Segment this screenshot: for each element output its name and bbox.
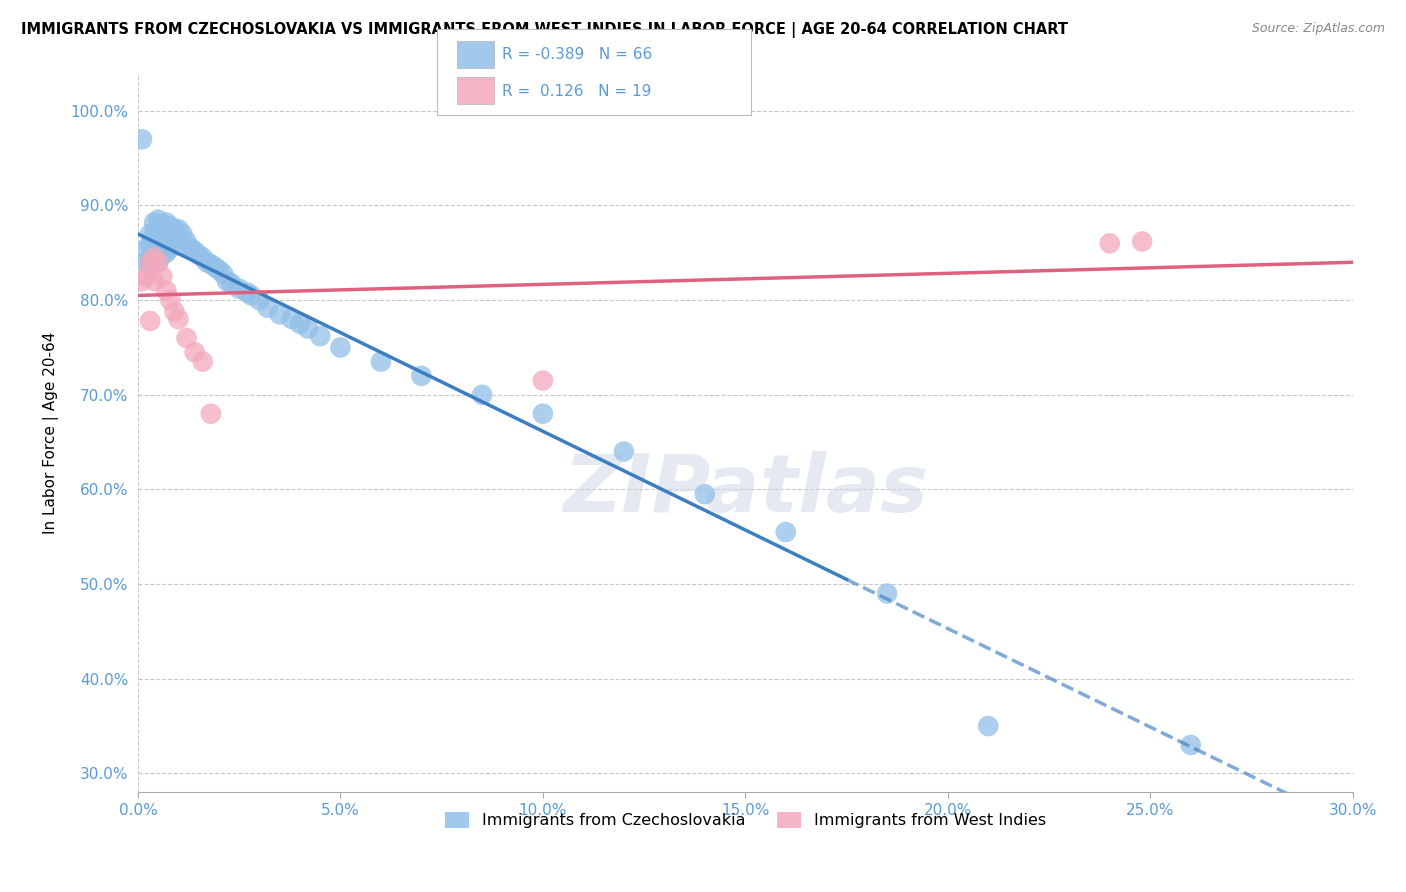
- Point: [215, 274, 238, 288]
- Point: [1098, 236, 1121, 251]
- Point: [155, 284, 177, 298]
- Point: [135, 269, 157, 284]
- Point: [236, 285, 259, 300]
- Point: [135, 241, 157, 255]
- Point: [212, 267, 235, 281]
- Point: [155, 215, 177, 229]
- Point: [329, 341, 352, 355]
- Point: [159, 232, 181, 246]
- Point: [281, 312, 304, 326]
- Point: [163, 222, 186, 236]
- Point: [531, 407, 554, 421]
- Point: [131, 132, 153, 146]
- Legend: Immigrants from Czechoslovakia, Immigrants from West Indies: Immigrants from Czechoslovakia, Immigran…: [439, 805, 1052, 835]
- Point: [143, 238, 166, 252]
- Point: [159, 293, 181, 307]
- Point: [148, 245, 170, 260]
- Point: [200, 257, 222, 271]
- Point: [176, 235, 198, 249]
- Point: [1130, 235, 1153, 249]
- Point: [775, 524, 797, 539]
- Point: [150, 218, 173, 232]
- Point: [139, 238, 162, 252]
- Point: [256, 301, 278, 315]
- Point: [163, 304, 186, 318]
- Point: [240, 288, 263, 302]
- Point: [191, 354, 214, 368]
- Text: R = -0.389   N = 66: R = -0.389 N = 66: [502, 47, 652, 62]
- Point: [150, 238, 173, 252]
- Point: [180, 241, 202, 255]
- Point: [155, 236, 177, 251]
- Point: [148, 225, 170, 239]
- Point: [159, 219, 181, 234]
- Point: [143, 251, 166, 265]
- Point: [876, 586, 898, 600]
- Point: [370, 354, 392, 368]
- Point: [191, 251, 214, 265]
- Text: IMMIGRANTS FROM CZECHOSLOVAKIA VS IMMIGRANTS FROM WEST INDIES IN LABOR FORCE | A: IMMIGRANTS FROM CZECHOSLOVAKIA VS IMMIGR…: [21, 22, 1069, 38]
- Point: [1180, 738, 1202, 752]
- Point: [155, 245, 177, 260]
- Point: [249, 293, 271, 307]
- Point: [204, 260, 226, 274]
- Point: [139, 314, 162, 328]
- Point: [195, 255, 218, 269]
- Point: [288, 317, 311, 331]
- Point: [167, 234, 190, 248]
- Point: [139, 260, 162, 274]
- Point: [219, 276, 242, 290]
- Point: [159, 241, 181, 255]
- Point: [977, 719, 1000, 733]
- Point: [471, 388, 494, 402]
- Point: [131, 274, 153, 288]
- Y-axis label: In Labor Force | Age 20-64: In Labor Force | Age 20-64: [44, 332, 59, 533]
- Text: ZIPatlas: ZIPatlas: [562, 451, 928, 529]
- Point: [187, 248, 209, 262]
- Point: [135, 255, 157, 269]
- Point: [150, 269, 173, 284]
- Point: [148, 255, 170, 269]
- Point: [200, 407, 222, 421]
- Point: [139, 251, 162, 265]
- Point: [148, 236, 170, 251]
- Point: [143, 227, 166, 241]
- Point: [269, 307, 291, 321]
- Point: [183, 345, 205, 359]
- Point: [139, 227, 162, 241]
- Point: [183, 244, 205, 258]
- Point: [143, 274, 166, 288]
- Point: [411, 368, 433, 383]
- Point: [150, 248, 173, 262]
- Point: [150, 228, 173, 243]
- Point: [228, 282, 250, 296]
- Point: [167, 312, 190, 326]
- Text: R =  0.126   N = 19: R = 0.126 N = 19: [502, 84, 651, 99]
- Point: [693, 487, 716, 501]
- Point: [613, 444, 636, 458]
- Point: [531, 374, 554, 388]
- Text: Source: ZipAtlas.com: Source: ZipAtlas.com: [1251, 22, 1385, 36]
- Point: [176, 331, 198, 345]
- Point: [297, 321, 319, 335]
- Point: [172, 238, 194, 252]
- Point: [167, 222, 190, 236]
- Point: [163, 235, 186, 249]
- Point: [148, 212, 170, 227]
- Point: [148, 255, 170, 269]
- Point: [143, 215, 166, 229]
- Point: [208, 263, 231, 277]
- Point: [139, 255, 162, 269]
- Point: [172, 227, 194, 241]
- Point: [143, 248, 166, 262]
- Point: [309, 329, 332, 343]
- Point: [155, 225, 177, 239]
